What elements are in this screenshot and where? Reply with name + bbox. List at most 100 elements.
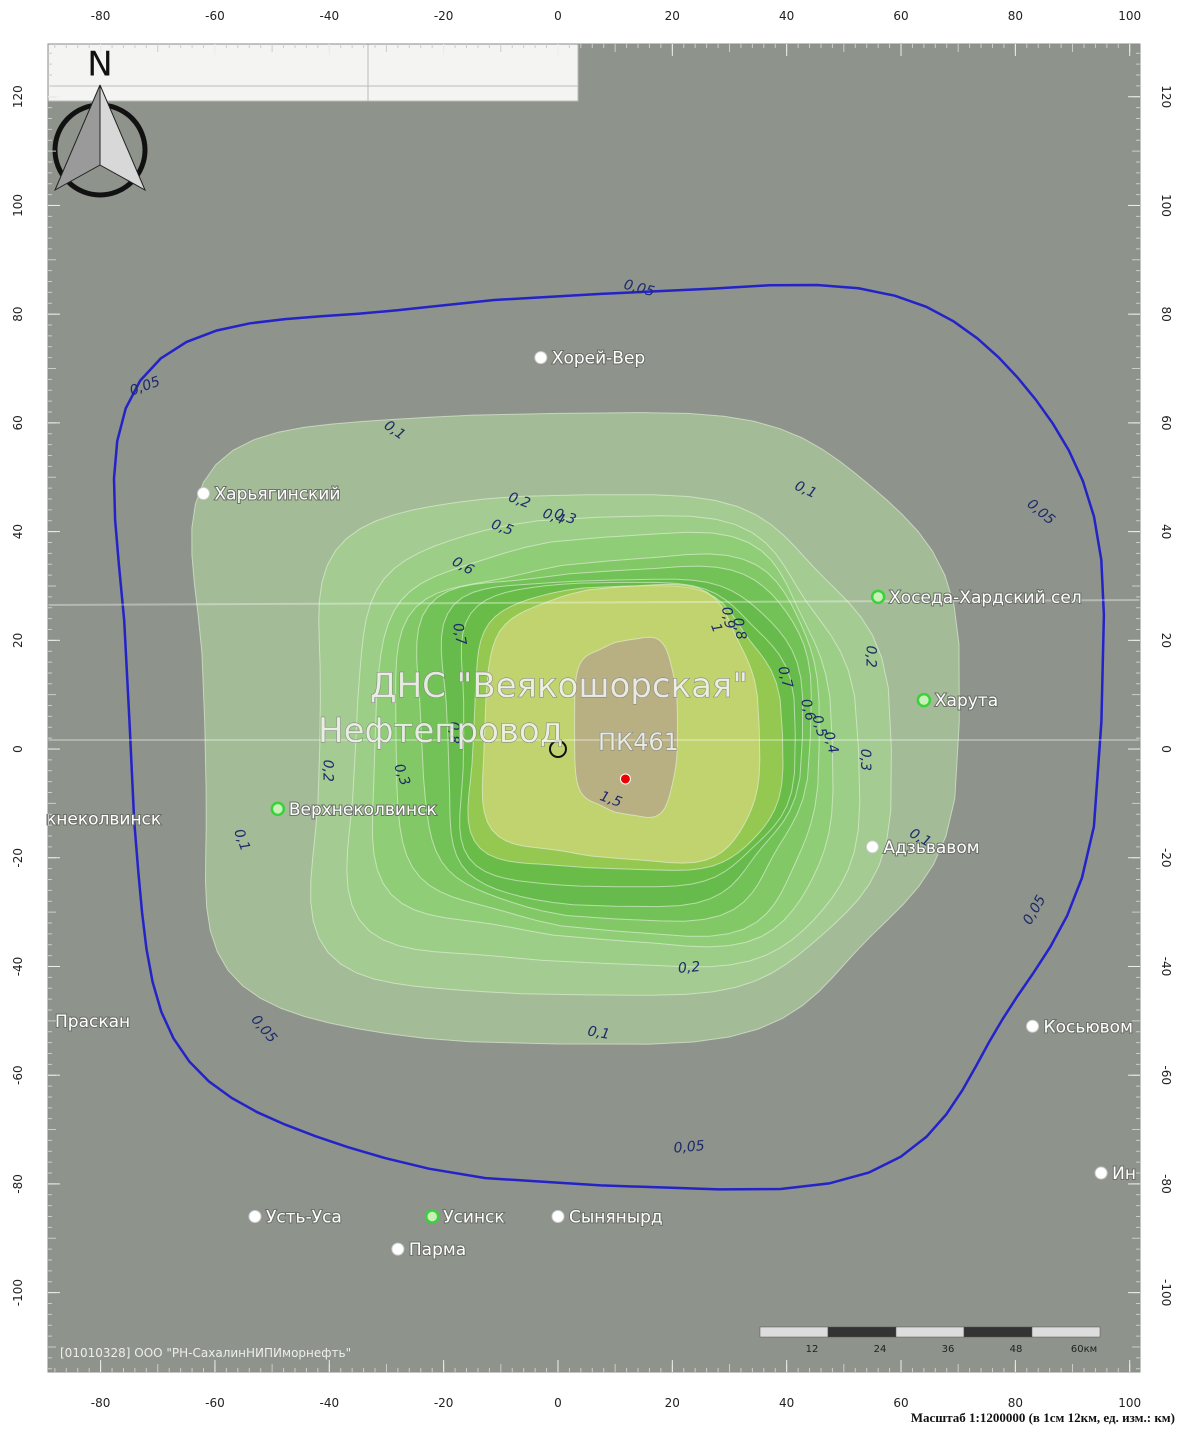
- x-tick-label: -60: [205, 1396, 225, 1410]
- x-tick-label: -60: [205, 9, 225, 23]
- y-tick-label: 120: [1159, 85, 1173, 108]
- y-tick-label: -20: [11, 848, 25, 868]
- settlement-label: Харьягинский: [215, 485, 341, 505]
- settlement-marker: [270, 801, 286, 817]
- contour: [112, 283, 1106, 1191]
- scale-label: 60км: [1071, 1344, 1097, 1355]
- contour-label: 0,3: [857, 749, 873, 771]
- contour-label: 0,5: [489, 517, 515, 540]
- x-tick-label: -80: [91, 1396, 111, 1410]
- y-tick-label: 60: [11, 415, 25, 430]
- y-tick-label: -60: [1159, 1065, 1173, 1085]
- contour: [574, 636, 679, 818]
- x-tick-label: 60: [893, 9, 908, 23]
- scale-label: 24: [874, 1344, 887, 1355]
- contour-label: 0,05: [673, 1138, 706, 1157]
- y-tick-label: 60: [1159, 415, 1173, 430]
- x-tick-label: 0: [554, 9, 562, 23]
- y-tick-label: -40: [11, 957, 25, 977]
- contour-label: 0,5: [809, 713, 830, 739]
- settlement-label: Парма: [409, 1240, 466, 1260]
- settlement-label: Харута: [935, 691, 998, 711]
- settlement-label: Косьювом: [1044, 1017, 1133, 1037]
- contour-label: 0,6: [797, 697, 818, 723]
- settlement-marker: [1094, 1166, 1108, 1180]
- settlement-marker: [391, 1242, 405, 1256]
- settlement-label: Усинск: [443, 1208, 504, 1228]
- contour-label: 0,8: [445, 722, 461, 744]
- settlement-marker: [1026, 1019, 1040, 1033]
- settlement-marker: [248, 1210, 262, 1224]
- y-tick-label: 40: [1159, 524, 1173, 539]
- scale-label: 12: [806, 1344, 819, 1355]
- scale-segment: [827, 1326, 897, 1338]
- x-tick-label: 100: [1118, 1396, 1141, 1410]
- contour-label: 0,05: [622, 277, 656, 301]
- contour-label: 0,8: [729, 616, 749, 641]
- settlement-marker: [916, 692, 932, 708]
- settlement-marker: [534, 351, 548, 365]
- y-tick-label: -60: [11, 1065, 25, 1085]
- y-tick-label: -80: [1159, 1174, 1173, 1194]
- scale-segment: [759, 1326, 829, 1338]
- contour-label: 0,2: [320, 760, 336, 782]
- contours: [112, 283, 1106, 1191]
- y-tick-label: 0: [11, 745, 25, 753]
- settlement-label: Усть-Уса: [266, 1208, 342, 1228]
- x-tick-label: 80: [1008, 1396, 1023, 1410]
- contour-label: 0,2: [506, 489, 532, 512]
- y-tick-label: -20: [1159, 848, 1173, 868]
- object-label: ДНС "Веякошорская": [370, 666, 748, 706]
- scale-segment: [1031, 1326, 1101, 1338]
- compass-label: N: [87, 45, 112, 85]
- settlement-label: Адзьвавом: [883, 838, 979, 858]
- settlement-marker: [197, 487, 211, 501]
- settlement-marker: [424, 1209, 440, 1224]
- contour-label: 0,3: [390, 762, 413, 788]
- scale-segment: [895, 1326, 965, 1338]
- settlement-label: Праскан: [55, 1012, 130, 1032]
- contour-label: 0,1: [230, 827, 253, 853]
- x-tick-label: 100: [1118, 9, 1141, 23]
- contour-label: 0,9: [718, 606, 738, 631]
- credit: [01010328] ООО "РН-СахалинНИПИморнефть": [60, 1346, 351, 1360]
- y-tick-label: -100: [1159, 1279, 1173, 1306]
- object-label: Нефтепровод: [318, 711, 563, 751]
- x-tick-label: 40: [779, 1396, 794, 1410]
- settlement-marker: [865, 840, 879, 854]
- settlement-label: Хоседа-Хардский сел: [889, 588, 1082, 608]
- contour-label: 0,7: [449, 622, 469, 647]
- contour-label: 0,4: [820, 730, 841, 756]
- y-tick-label: 100: [1159, 194, 1173, 217]
- y-tick-label: 20: [11, 633, 25, 648]
- contour-label: 1,5: [598, 788, 624, 811]
- max-point: [619, 773, 631, 785]
- contour-label: 0,2: [863, 645, 879, 667]
- settlement-marker: [870, 589, 886, 605]
- settlement-label: Хорей-Вер: [552, 349, 645, 369]
- y-tick-label: 20: [1159, 633, 1173, 648]
- x-tick-label: -40: [319, 9, 339, 23]
- x-tick-label: 20: [665, 1396, 680, 1410]
- settlement-label: Верхнеколвинск: [289, 800, 437, 820]
- scale-label: 48: [1010, 1344, 1023, 1355]
- x-tick-label: -40: [319, 1396, 339, 1410]
- y-tick-label: -80: [11, 1174, 25, 1194]
- contour-label: 0,3: [552, 506, 578, 529]
- compass: N: [52, 45, 148, 198]
- settlement-marker: [551, 1210, 565, 1224]
- y-tick-label: 0: [1159, 745, 1173, 753]
- source-marker: [548, 740, 567, 759]
- x-tick-label: -20: [434, 9, 454, 23]
- frame: [47, 43, 1141, 1373]
- x-tick-label: -20: [434, 1396, 454, 1410]
- settlement-label: Сынянырд: [569, 1208, 663, 1228]
- contour-label: 0,7: [774, 665, 795, 691]
- x-tick-label: 20: [665, 9, 680, 23]
- y-tick-label: -100: [11, 1279, 25, 1306]
- settlement-label: кнеколвинск: [46, 809, 161, 829]
- y-tick-label: 120: [11, 85, 25, 108]
- scale-label: 36: [942, 1344, 955, 1355]
